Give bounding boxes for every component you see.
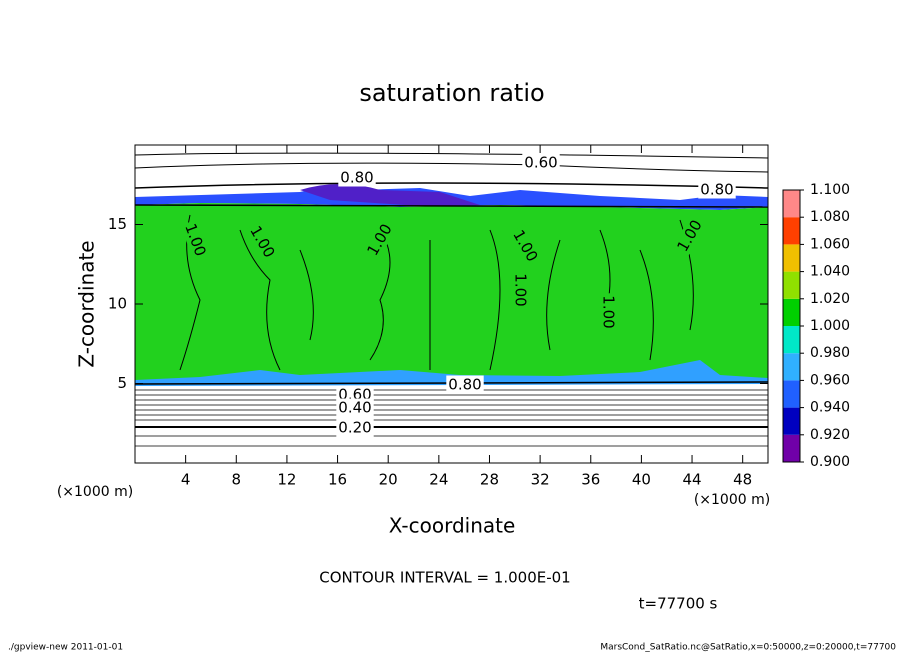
colorbar-bin <box>783 407 800 435</box>
x-tick-label: 40 <box>632 471 651 489</box>
contour-label-background <box>698 180 736 199</box>
x-tick-label: 32 <box>531 471 550 489</box>
colorbar-label: 1.040 <box>810 264 850 280</box>
x-tick-label: 8 <box>232 471 242 489</box>
colorbar-label: 1.080 <box>810 209 850 225</box>
contour-label-background <box>508 225 543 267</box>
contour-label-background <box>362 219 397 261</box>
contour-label: 0.60 <box>524 154 557 172</box>
contour-label: 0.80 <box>448 376 481 394</box>
contour-label: 0.80 <box>340 169 373 187</box>
footer-left: ./gpview-new 2011-01-01 <box>8 643 123 653</box>
field-band <box>135 360 768 386</box>
y-tick-label: 5 <box>117 374 127 392</box>
y-unit: (×1000 m) <box>57 484 133 500</box>
contour-label-background <box>336 418 374 437</box>
colorbar-bin <box>783 190 800 218</box>
colorbar-bin <box>783 434 800 462</box>
x-tick-label: 48 <box>733 471 752 489</box>
contour-line <box>134 204 769 208</box>
contour-label-background <box>336 398 374 417</box>
x-tick-label: 28 <box>480 471 499 489</box>
contour-line <box>134 162 769 173</box>
colorbar-label: 0.940 <box>810 400 850 416</box>
colorbar-label: 0.980 <box>810 345 850 361</box>
y-tick-label: 15 <box>108 215 127 233</box>
x-unit: (×1000 m) <box>694 492 770 508</box>
contour-label-background <box>446 375 484 394</box>
time-label: t=77700 s <box>639 595 718 613</box>
y-axis-label: Z-coordinate <box>75 240 99 367</box>
contour-line <box>134 182 769 189</box>
x-axis-label: X-coordinate <box>389 514 516 538</box>
colorbar-bin <box>783 353 800 381</box>
field-region <box>135 203 768 384</box>
colorbar-bin <box>783 271 800 299</box>
contour-label: 1.00 <box>512 273 530 306</box>
contour-interval: CONTOUR INTERVAL = 1.000E-01 <box>319 569 570 587</box>
x-tick-label: 24 <box>429 471 448 489</box>
contour-label-background <box>245 221 280 263</box>
colorbar-bin <box>783 244 800 272</box>
contour-line <box>134 152 769 159</box>
colorbar-label: 1.060 <box>810 236 850 252</box>
colorbar-bin <box>783 380 800 408</box>
contour-label-background <box>338 168 376 187</box>
contour-label: 0.40 <box>338 399 371 417</box>
contour-label: 0.80 <box>700 181 733 199</box>
footer-right: MarsCond_SatRatio.nc@SatRatio,x=0:50000,… <box>600 643 896 653</box>
colorbar-bin <box>783 217 800 245</box>
colorbar-label: 0.960 <box>810 372 850 388</box>
field <box>134 144 769 464</box>
contour-label-background <box>672 215 707 257</box>
colorbar-label: 0.900 <box>810 454 850 470</box>
contour-label: 1.00 <box>600 295 618 328</box>
colorbar-label: 1.000 <box>810 318 850 334</box>
contour-label-background <box>599 293 618 331</box>
x-tick-label: 4 <box>181 471 191 489</box>
x-tick-label: 36 <box>581 471 600 489</box>
y-tick-label: 10 <box>108 295 127 313</box>
x-tick-label: 20 <box>379 471 398 489</box>
contour-label-background <box>522 153 560 172</box>
colorbar-label: 1.100 <box>810 182 850 198</box>
colorbar-label: 0.920 <box>810 427 850 443</box>
contour-line <box>179 214 694 371</box>
contour-label: 0.20 <box>338 419 371 437</box>
colorbar-bin <box>783 326 800 354</box>
chart-title: saturation ratio <box>359 79 544 107</box>
x-tick-label: 16 <box>328 471 347 489</box>
colorbar-bin <box>783 298 800 326</box>
colorbar-label: 1.020 <box>810 291 850 307</box>
x-tick-label: 44 <box>682 471 701 489</box>
x-tick-label: 12 <box>277 471 296 489</box>
contour-label-background <box>180 219 211 261</box>
field-band <box>300 184 480 206</box>
contour-label-background <box>511 271 530 309</box>
